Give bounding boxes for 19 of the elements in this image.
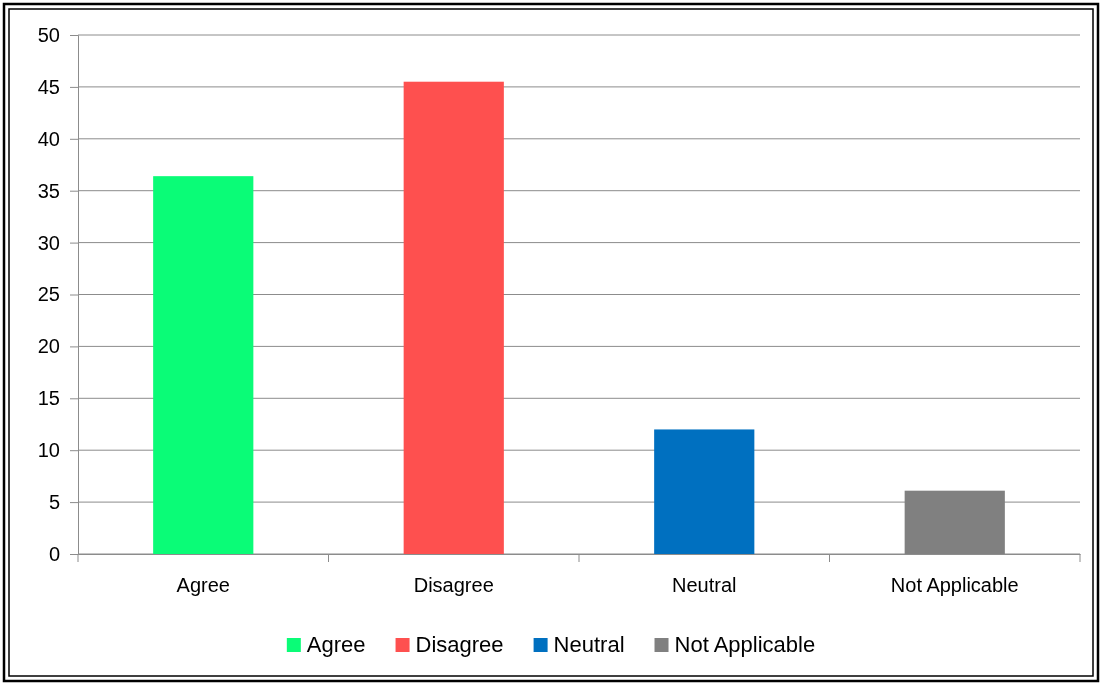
y-tick-label: 20: [37, 335, 60, 358]
y-tick-label: 25: [37, 283, 60, 306]
x-tick-label: Neutral: [672, 574, 737, 597]
y-tick-label: 30: [37, 231, 60, 254]
y-tick-label: 45: [37, 75, 60, 98]
y-tick-label: 5: [48, 491, 60, 513]
y-tick-label: 0: [48, 542, 60, 565]
legend-label: Not Applicable: [674, 632, 816, 657]
legend-label: Neutral: [553, 632, 625, 657]
x-tick-label: Not Applicable: [890, 574, 1019, 597]
y-tick-label: 10: [37, 439, 60, 462]
legend-label: Agree: [306, 632, 366, 657]
y-tick-label: 50: [37, 23, 60, 46]
y-tick-label: 40: [37, 127, 60, 150]
y-tick-label: 15: [37, 387, 60, 410]
legend-label: Disagree: [415, 632, 504, 657]
x-tick-label: Disagree: [413, 574, 494, 597]
y-tick-label: 35: [37, 179, 60, 202]
x-tick-label: Agree: [176, 574, 230, 597]
